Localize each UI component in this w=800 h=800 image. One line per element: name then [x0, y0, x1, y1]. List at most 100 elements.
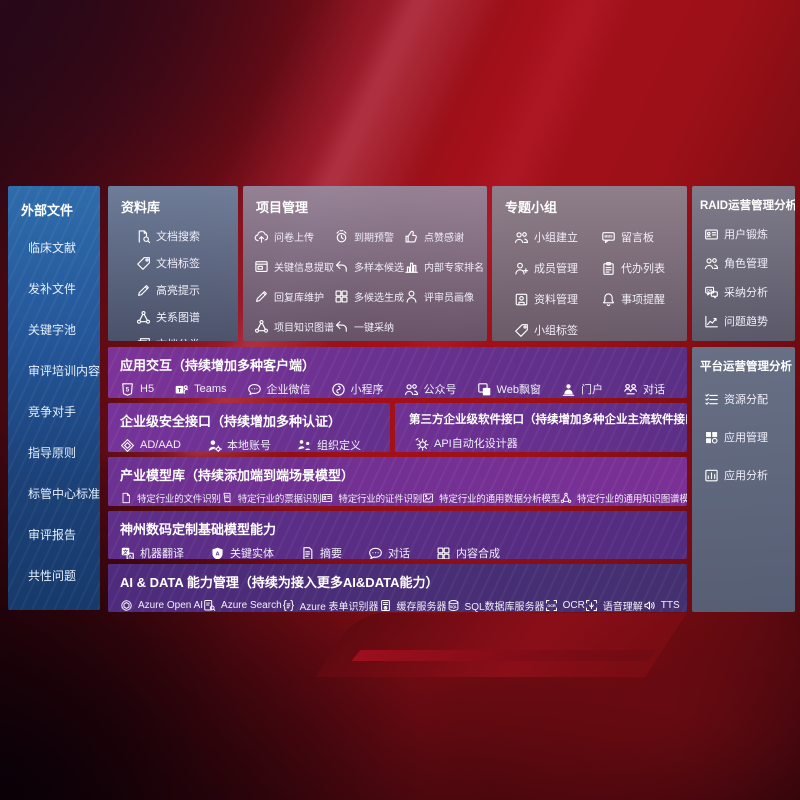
panel-title: 专题小组	[505, 200, 558, 215]
apps-icon	[704, 430, 719, 445]
item-label: 机器翻译	[140, 548, 184, 559]
capability-item: 小组标签	[514, 322, 578, 338]
capability-item: 对话	[623, 381, 665, 397]
capability-item: 评审员画像	[404, 289, 484, 304]
reply-icon	[334, 259, 349, 274]
item-label: 文档分类	[156, 336, 200, 341]
item-label: 一键采纳	[354, 323, 394, 334]
item-label: 多样本候选	[354, 263, 404, 274]
capability-item: 多样本候选	[334, 259, 404, 274]
capability-item: 公众号	[404, 381, 457, 397]
item-label: 关键实体	[230, 548, 274, 559]
project-management-panel: 项目管理 问卷上传 到期预警 点赞感谢 关键信息提取 多样本候选	[243, 186, 487, 341]
item-label: API自动化设计器	[434, 438, 518, 450]
app-chart-icon	[704, 468, 719, 483]
portal-icon	[561, 382, 576, 397]
item-label: 本地账号	[226, 440, 271, 452]
item-label: 代办列表	[621, 263, 665, 275]
capability-item: T Teams	[174, 382, 226, 397]
platform-ops-analysis-panel: 平台运营管理分析 资源分配 应用管理 应用分析	[692, 347, 795, 612]
clipboard-icon	[601, 261, 616, 276]
capability-list: AD/AAD 本地账号 组织定义	[120, 437, 378, 452]
capability-item: 关键信息提取	[254, 259, 334, 274]
dialog-icon	[623, 382, 638, 397]
api-gear-icon	[414, 436, 429, 451]
item-label: 采纳分析	[724, 287, 768, 299]
item-label: 内容合成	[456, 548, 500, 559]
item-label: 回复库维护	[274, 293, 324, 304]
id-card-icon	[704, 227, 719, 242]
capability-item: 用户锻炼	[704, 226, 795, 242]
form-icon	[282, 599, 295, 612]
item-label: Azure 表单识别器	[299, 602, 379, 612]
svg-text:A: A	[129, 553, 133, 558]
capability-list: 资源分配 应用管理 应用分析	[704, 391, 795, 483]
item-label: 应用分析	[724, 470, 768, 482]
search-doc-icon	[203, 599, 216, 612]
item-label: 门户	[580, 384, 603, 396]
capability-item: 语音理解	[585, 598, 643, 612]
capability-list: 5 H5 T Teams 企业微信 小程序 公众号 Web飘窗	[120, 381, 665, 397]
docs-icon	[136, 337, 151, 341]
capability-item: Azure Search	[203, 599, 282, 612]
item-label: H5	[140, 383, 155, 395]
bbs-icon: BBS	[601, 230, 616, 245]
item-label: Teams	[194, 383, 227, 395]
image-chart-icon	[422, 492, 434, 504]
tag-icon	[136, 256, 151, 271]
pen-icon	[136, 283, 151, 298]
sidebar-item: 共性问题	[28, 569, 77, 583]
alarm-icon	[334, 229, 349, 244]
item-label: 文档标签	[156, 258, 200, 270]
capability-item: 文档搜索	[136, 228, 238, 244]
capability-item: 问题趋势	[704, 313, 795, 329]
capability-item: 特定行业的证件识别	[321, 491, 422, 505]
svg-text:A: A	[215, 551, 219, 557]
item-label: 问卷上传	[274, 233, 314, 244]
people-icon	[514, 230, 529, 245]
item-label: 用户锻炼	[724, 229, 768, 241]
external-files-panel: 外部文件 临床文献 发补文件 关键字池 审评培训内容 竞争对手 指导原则 标管中心标准 审评报…	[8, 186, 100, 610]
item-label: 评审员画像	[424, 293, 474, 304]
summary-icon	[300, 546, 315, 559]
capability-item: 事项提醒	[601, 291, 665, 307]
item-label: AD/AAD	[140, 439, 181, 451]
capability-list: 特定行业的文件识别 特定行业的票据识别 特定行业的证件识别 特定行业的通用数据分…	[120, 491, 687, 505]
row-title: 应用交互（持续增加多种客户端）	[120, 358, 316, 373]
item-label: 角色管理	[724, 258, 768, 270]
item-label: Azure Search	[221, 600, 282, 611]
capability-item: 5 H5	[120, 382, 154, 397]
capability-item: Azure Open AI	[120, 599, 203, 612]
capability-item: 文档分类	[136, 336, 238, 341]
item-label: 内部专家排名	[424, 263, 484, 274]
svg-text:QA: QA	[707, 288, 713, 292]
capability-list: Azure Open AI Azure Search Azure 表单识别器 缓…	[120, 598, 680, 612]
capability-item: 内部专家排名	[404, 259, 484, 274]
topic-groups-panel: 专题小组 小组建立 BBS 留言板 成员管理 代办列表 资料管理	[492, 186, 687, 341]
capability-item: 成员管理	[514, 260, 578, 276]
item-label: 事项提醒	[621, 294, 665, 306]
capability-item: 代办列表	[601, 260, 665, 276]
doc-icon	[120, 492, 132, 504]
svg-text:文: 文	[123, 547, 129, 555]
data-library-panel: 资料库 文档搜索 文档标签 高亮提示 关系图谱 文档分类	[108, 186, 238, 341]
grid-icon	[436, 546, 451, 560]
svg-text:BBS: BBS	[604, 233, 613, 238]
capability-list: 用户锻炼 角色管理 QA 采纳分析 问题趋势	[704, 226, 795, 329]
item-label: SQL数据库服务器	[464, 602, 545, 612]
sidebar-item: 指导原则	[28, 446, 77, 460]
capability-item: 问卷上传	[254, 229, 334, 244]
capability-item: Web飘窗	[477, 381, 541, 397]
sidebar-item: 标管中心标准	[28, 487, 100, 501]
capability-item: 组织定义	[297, 437, 361, 452]
item-label: Azure Open AI	[138, 600, 204, 611]
item-label: 对话	[643, 384, 665, 396]
capability-item: 角色管理	[704, 255, 795, 271]
panel-title: 项目管理	[256, 200, 309, 215]
id-card-icon	[321, 492, 333, 504]
capability-item: 高亮提示	[136, 282, 238, 298]
sidebar-list: 临床文献 发补文件 关键字池 审评培训内容 竞争对手 指导原则 标管中心标准 审评报告 共性问题	[28, 239, 100, 584]
